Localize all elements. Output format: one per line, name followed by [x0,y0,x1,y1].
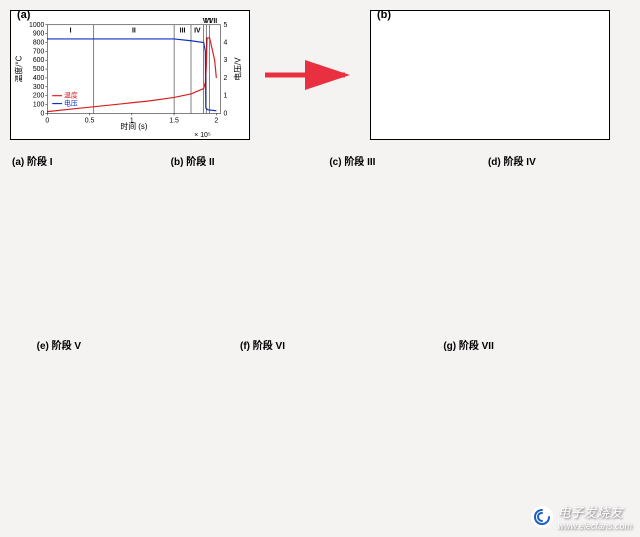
svg-text:温度: 温度 [64,91,78,100]
stage-d-label: (d) 阶段 IV [488,153,628,168]
stage-b: (b) 阶段 II [171,153,311,325]
stage-g: (g) 阶段 VII [443,337,603,529]
stage-b-label: (b) 阶段 II [171,153,311,168]
chart-panel-a: (a) IIIIIIIVVVIVII0100200300400500600700… [10,10,250,140]
arrow-container [250,55,370,95]
stage-e: (e) 阶段 V [37,337,197,529]
stage-c-label: (c) 阶段 III [329,153,469,168]
svg-text:II: II [132,28,136,35]
svg-text:2: 2 [214,117,218,124]
svg-text:200: 200 [33,93,45,100]
stage-g-label: (g) 阶段 VII [443,337,603,352]
svg-text:5: 5 [224,22,228,29]
stage-row-1: (a) 阶段 I (b) 阶段 II (c) 阶段 III (d) 阶段 IV [0,145,640,325]
svg-text:0: 0 [41,110,45,117]
stage-b-svg [171,170,311,320]
svg-text:3: 3 [224,57,228,64]
svg-text:900: 900 [33,31,45,38]
svg-text:0: 0 [224,110,228,117]
brand-watermark: 电子发烧友 www.elecfans.com [531,502,632,531]
stage-c-svg [329,170,469,320]
svg-text:1000: 1000 [29,22,44,29]
svg-text:× 10⁵: × 10⁵ [194,132,211,139]
svg-text:800: 800 [33,39,45,46]
stage-row-2: (e) 阶段 V (f) 阶段 VI (g) 阶段 VII [0,325,640,529]
svg-text:时间 (s): 时间 (s) [120,121,147,131]
svg-text:2: 2 [224,75,228,82]
svg-text:1: 1 [224,93,228,100]
stage-g-svg [443,354,603,524]
stage-a-svg [12,170,152,320]
brand-text-block: 电子发烧友 www.elecfans.com [557,502,632,531]
brand-name: 电子发烧友 [557,502,632,521]
stage-f: (f) 阶段 VI [240,337,400,529]
top-charts-row: (a) IIIIIIIVVVIVII0100200300400500600700… [0,0,640,145]
svg-text:VII: VII [209,18,217,25]
svg-text:0: 0 [45,117,49,124]
stage-f-label: (f) 阶段 VI [240,337,400,352]
svg-text:1.5: 1.5 [169,117,179,124]
stage-e-svg [37,354,197,524]
svg-text:4: 4 [224,39,228,46]
stage-a: (a) 阶段 I [12,153,152,325]
stage-d-svg [488,170,628,320]
svg-text:0.5: 0.5 [85,117,95,124]
svg-text:I: I [70,28,72,35]
svg-text:500: 500 [33,66,45,73]
stage-d: (d) 阶段 IV [488,153,628,325]
svg-text:IV: IV [194,28,201,35]
stage-f-svg [240,354,400,524]
svg-text:300: 300 [33,84,45,91]
chart-b-svg [371,11,609,139]
svg-text:700: 700 [33,48,45,55]
svg-text:电压/V: 电压/V [232,57,242,81]
stage-e-label: (e) 阶段 V [37,337,197,352]
svg-text:电压: 电压 [64,99,78,108]
svg-text:600: 600 [33,57,45,64]
arrow-icon [260,55,360,95]
chart-panel-b: (b) [370,10,610,140]
panel-b-label: (b) [377,9,391,21]
panel-a-label: (a) [17,9,30,21]
svg-text:400: 400 [33,75,45,82]
stage-a-label: (a) 阶段 I [12,153,152,168]
svg-text:温度/°C: 温度/°C [14,55,24,82]
chart-a-svg: IIIIIIIVVVIVII01002003004005006007008009… [11,11,249,139]
stage-c: (c) 阶段 III [329,153,469,325]
svg-text:100: 100 [33,102,45,109]
svg-text:III: III [180,28,186,35]
brand-url: www.elecfans.com [557,521,632,531]
brand-icon [531,506,553,528]
